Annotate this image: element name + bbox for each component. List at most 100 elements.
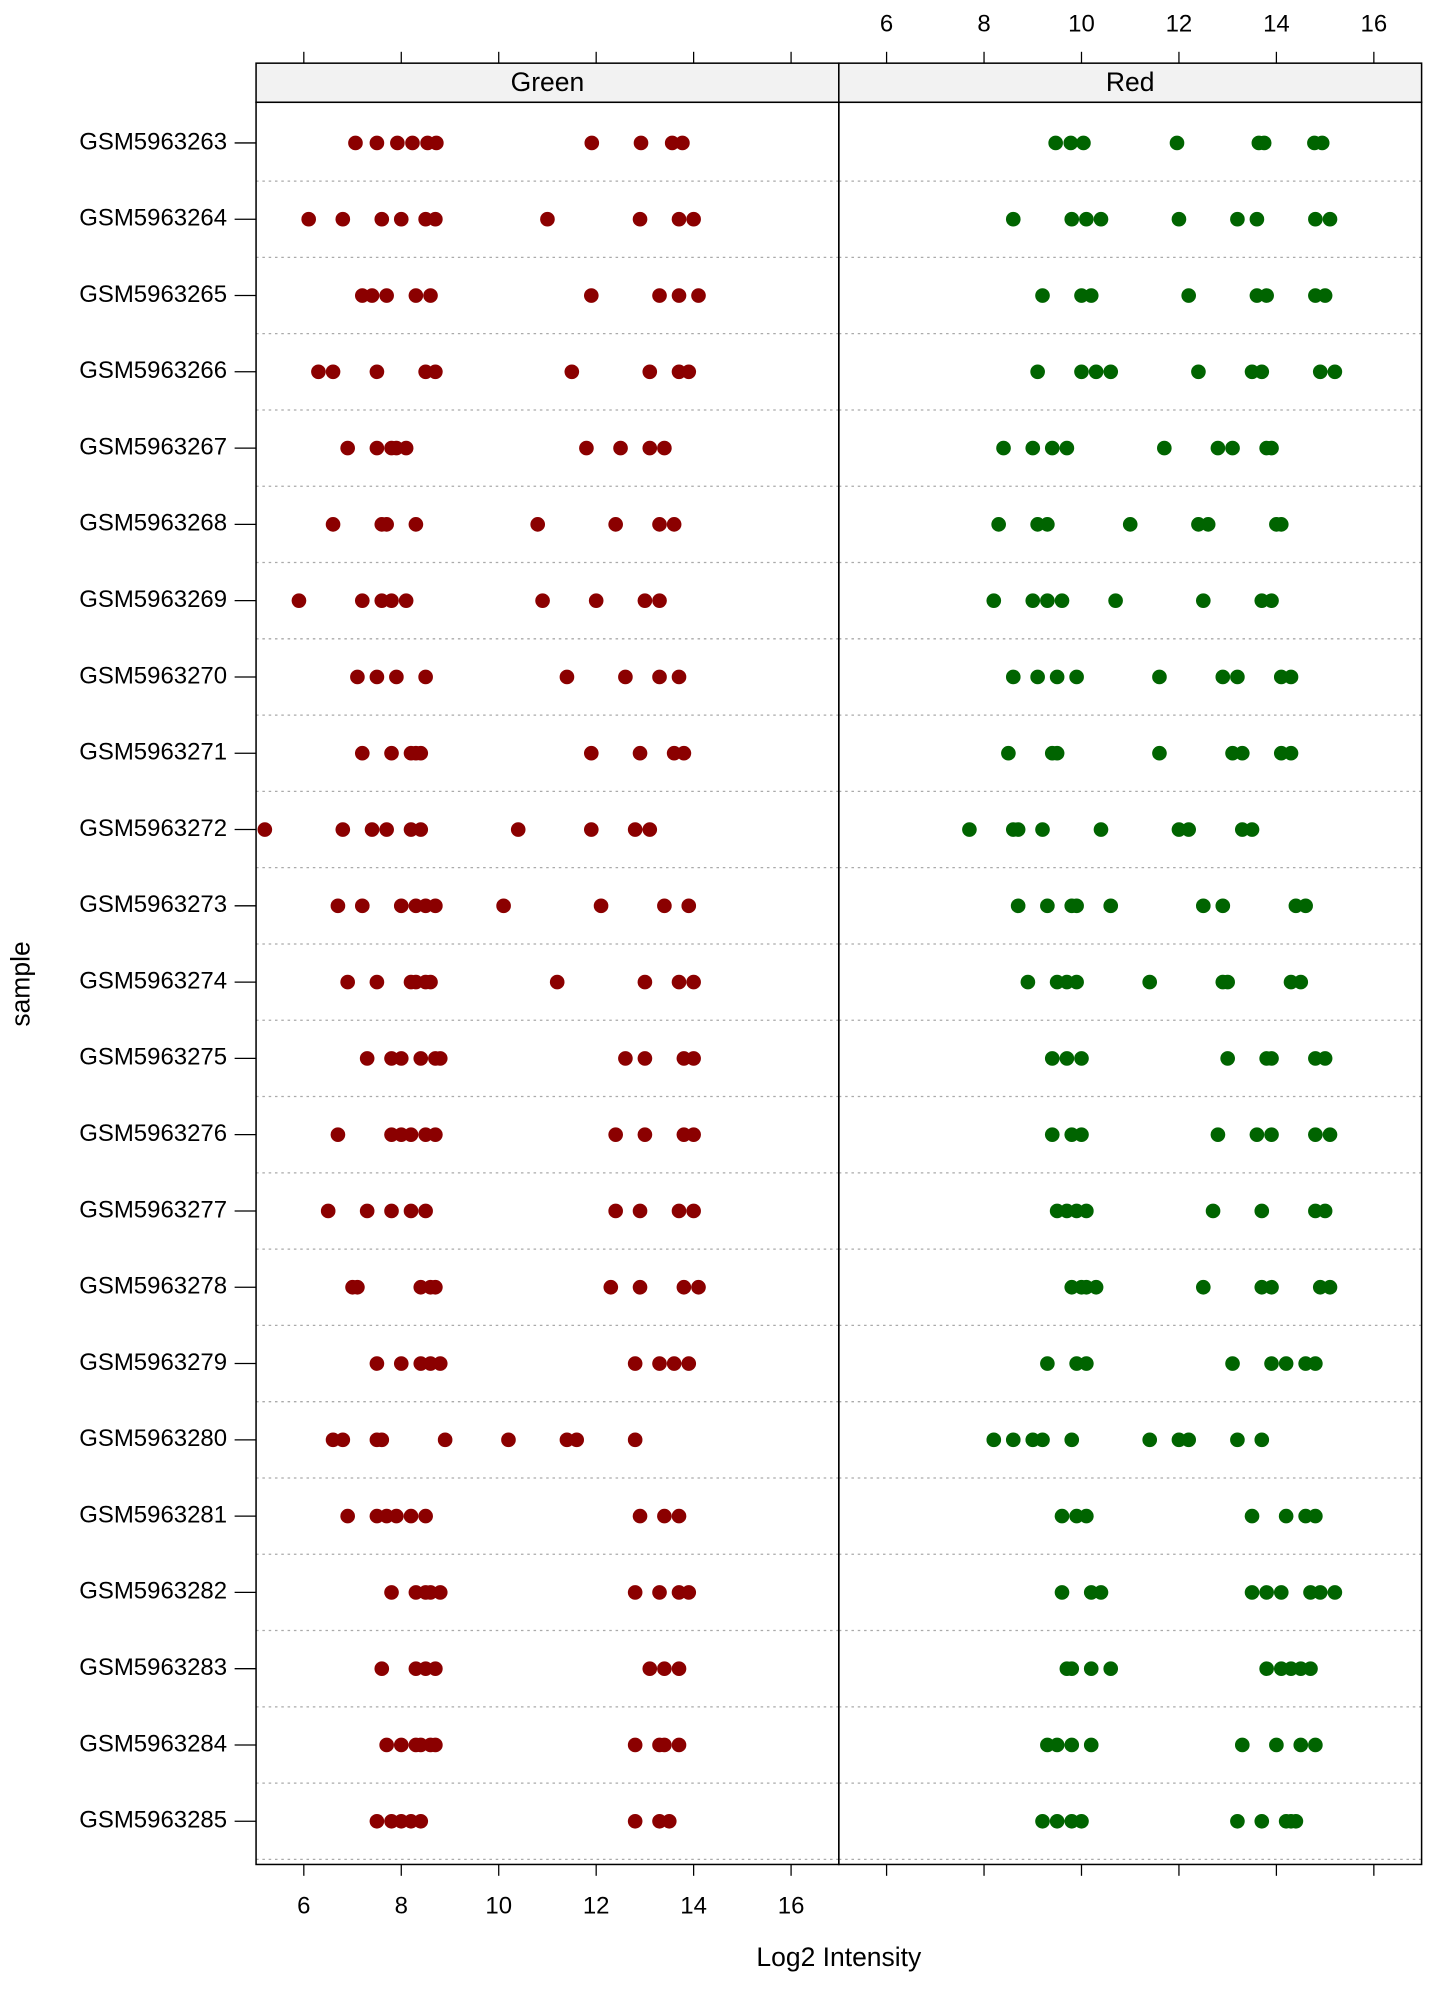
dot <box>384 745 399 761</box>
y-tick-label: GSM5963283 <box>79 1654 227 1681</box>
dot <box>579 440 594 456</box>
dot <box>1230 1813 1245 1829</box>
dot <box>291 593 307 608</box>
dot <box>652 1356 667 1371</box>
dot <box>1230 1432 1245 1448</box>
dot <box>642 440 658 456</box>
dot <box>1254 1813 1270 1829</box>
y-tick-label: GSM5963273 <box>79 891 227 918</box>
x-tick-label: 8 <box>395 1893 408 1920</box>
dot <box>335 822 351 837</box>
y-axis-label: sample <box>6 941 36 1026</box>
dot <box>681 1585 697 1600</box>
dot <box>632 1279 648 1295</box>
dot <box>676 1279 692 1295</box>
dot <box>1317 1203 1333 1219</box>
dot <box>1169 135 1185 151</box>
y-tick-label: GSM5963284 <box>79 1730 227 1757</box>
dot <box>1288 1813 1304 1829</box>
dot <box>1025 440 1041 456</box>
dot <box>1283 745 1299 761</box>
y-tick-label: GSM5963269 <box>79 586 227 613</box>
dot <box>374 211 390 227</box>
y-tick-label: GSM5963274 <box>79 967 227 994</box>
dot <box>413 745 429 761</box>
dot <box>340 440 355 456</box>
dot <box>1259 288 1274 303</box>
dot <box>1152 669 1167 685</box>
dot <box>1079 211 1094 227</box>
dot <box>657 1508 672 1524</box>
dot <box>405 135 420 151</box>
dot <box>1254 1203 1270 1219</box>
dot <box>652 288 667 303</box>
dot <box>962 822 977 837</box>
dot <box>1049 745 1065 761</box>
y-tick-label: GSM5963265 <box>79 281 227 308</box>
dot <box>1005 211 1021 227</box>
x-axis-label: Log2 Intensity <box>756 1942 922 1972</box>
dot <box>369 1356 385 1371</box>
dot <box>398 593 414 608</box>
dot <box>432 1051 448 1066</box>
dot <box>1308 1356 1323 1371</box>
dot <box>1259 1585 1274 1600</box>
dot <box>686 211 701 227</box>
dot <box>359 1051 375 1066</box>
dot <box>671 1737 687 1753</box>
dot <box>1040 898 1055 914</box>
dot <box>1195 1279 1211 1295</box>
y-tick-label: GSM5963275 <box>79 1044 227 1071</box>
dot <box>535 593 550 608</box>
dot <box>403 1203 419 1219</box>
dot <box>657 440 672 456</box>
dot <box>384 1203 399 1219</box>
dot <box>1001 745 1016 761</box>
dot <box>1215 898 1231 914</box>
dot <box>1103 898 1119 914</box>
dot <box>1278 1508 1294 1524</box>
dot <box>359 1203 375 1219</box>
panel-border <box>838 101 1423 1866</box>
dot <box>325 517 341 532</box>
dot <box>384 1585 399 1600</box>
y-tick-label: GSM5963268 <box>79 510 227 537</box>
dot <box>330 1127 346 1142</box>
dot <box>1025 593 1041 608</box>
dot <box>1171 211 1187 227</box>
dot <box>335 1432 351 1448</box>
dot <box>1069 898 1084 914</box>
dot <box>1322 1127 1338 1142</box>
dot <box>393 898 409 914</box>
y-tick-label: GSM5963279 <box>79 1349 227 1376</box>
dot <box>1210 1127 1226 1142</box>
dot <box>369 135 385 151</box>
dot <box>1044 440 1060 456</box>
dot <box>1244 1508 1260 1524</box>
dot <box>632 211 648 227</box>
dot <box>348 135 363 151</box>
dot <box>1074 364 1089 380</box>
dot <box>671 974 687 990</box>
dot <box>1049 1813 1065 1829</box>
dot <box>627 822 643 837</box>
y-tick-label: GSM5963267 <box>79 433 227 460</box>
strip-label: Green <box>511 67 585 97</box>
dot <box>1063 135 1079 151</box>
dot <box>1312 364 1328 380</box>
dot <box>1308 1508 1323 1524</box>
dot <box>428 1127 443 1142</box>
dot <box>1317 288 1333 303</box>
dot <box>1064 211 1080 227</box>
dot <box>1283 669 1299 685</box>
dot <box>618 1051 633 1066</box>
dot <box>1191 364 1206 380</box>
dot <box>1264 1279 1279 1295</box>
dot <box>681 898 697 914</box>
dot <box>1195 593 1211 608</box>
dot <box>364 822 380 837</box>
dot <box>1254 364 1270 380</box>
x-tick-label: 10 <box>485 1893 512 1920</box>
dot <box>1314 135 1330 151</box>
dot <box>1244 822 1260 837</box>
